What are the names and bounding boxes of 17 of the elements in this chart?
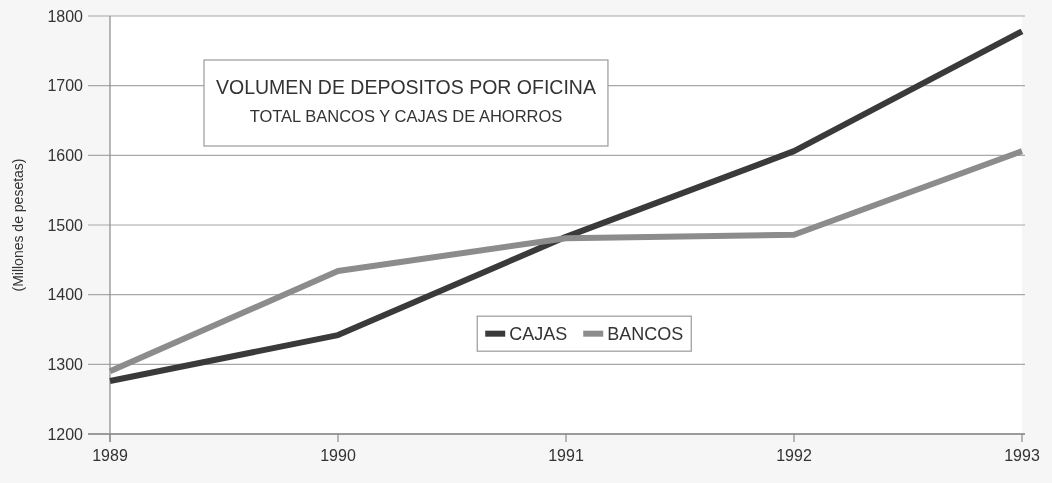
y-axis-title: (Millones de pesetas) xyxy=(9,158,26,292)
y-tick-label: 1800 xyxy=(47,7,84,25)
x-tick-label: 1993 xyxy=(1004,447,1040,464)
y-tick-label: 1400 xyxy=(47,286,84,304)
y-tick-label: 1500 xyxy=(47,216,84,234)
x-tick-label: 1990 xyxy=(320,447,356,464)
x-tick-label: 1991 xyxy=(548,447,584,464)
legend-label: CAJAS xyxy=(509,323,568,344)
x-tick-label: 1992 xyxy=(776,447,812,464)
y-tick-label: 1700 xyxy=(47,77,84,95)
text: VOLUMEN DE DEPOSITOS POR OFICINA xyxy=(215,76,596,98)
y-tick-label: 1300 xyxy=(47,355,84,373)
x-tick-label: 1989 xyxy=(92,447,128,464)
y-tick-label: 1200 xyxy=(47,425,84,443)
legend-label: BANCOS xyxy=(607,323,684,344)
y-tick-label: 1600 xyxy=(47,146,84,164)
text: TOTAL BANCOS Y CAJAS DE AHORROS xyxy=(249,107,563,125)
